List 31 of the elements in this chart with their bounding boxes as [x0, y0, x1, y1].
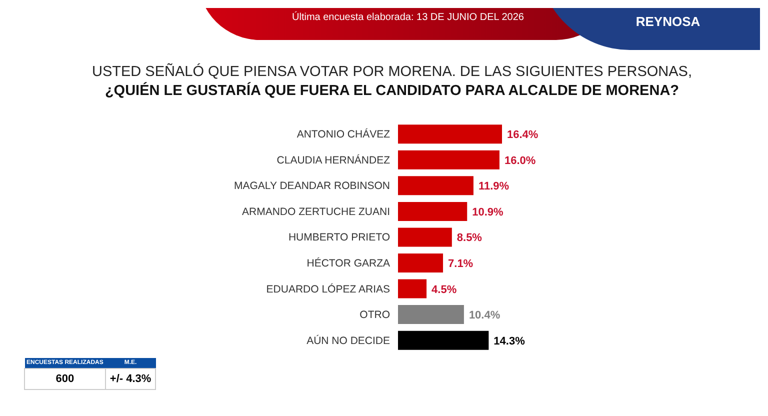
bar [398, 305, 464, 324]
bar [398, 279, 427, 298]
text: REYNOSA [634, 14, 702, 29]
y-tick-label: OTRO [360, 309, 390, 322]
data-label: 10.4% [468, 310, 500, 322]
chart-subtitle: ¿QUIÉN LE GUSTARÍA QUE FUERA EL CANDIDATO PARA ALCALDE DE MORENA? [104, 83, 680, 99]
y-tick-label: HÉCTOR GARZA [306, 256, 390, 270]
bar [398, 176, 474, 196]
y-tick-label: AÚN NO DECIDE [306, 334, 390, 347]
y-tick-label: CLAUDIA HERNÁNDEZ [276, 153, 391, 166]
y-tick-label: MAGALY DEANDAR ROBINSON [234, 180, 390, 192]
text: Última encuesta elaborada: 13 DE JUNIO DEL 2026 [291, 12, 525, 23]
y-tick-label: HUMBERTO PRIETO [288, 232, 390, 244]
y-tick-label: EDUARDO LÓPEZ ARIAS [266, 282, 390, 296]
data-label: 16.0% [504, 154, 536, 167]
y-tick-label: ARMANDO ZERTUCHE ZUANI [242, 206, 390, 218]
data-label: 10.9% [472, 206, 504, 218]
data-label: 4.5% [432, 284, 457, 296]
bar [398, 202, 468, 221]
data-label: 11.9% [478, 180, 510, 193]
y-tick-label: ANTONIO CHÁVEZ [296, 128, 391, 141]
bar [398, 254, 444, 272]
data-label: 14.3% [494, 335, 526, 348]
bar [398, 330, 489, 350]
bar [398, 124, 502, 144]
bar [398, 150, 500, 170]
data-label: 7.1% [448, 258, 474, 270]
data-label: 8.5% [456, 232, 482, 244]
chart-title: USTED SEÑALÓ QUE PIENSA VOTAR POR MORENA. DE LAS SIGUIENTES PERSONAS, [90, 64, 693, 80]
bar [398, 228, 452, 247]
data-label: 16.4% [507, 129, 538, 142]
